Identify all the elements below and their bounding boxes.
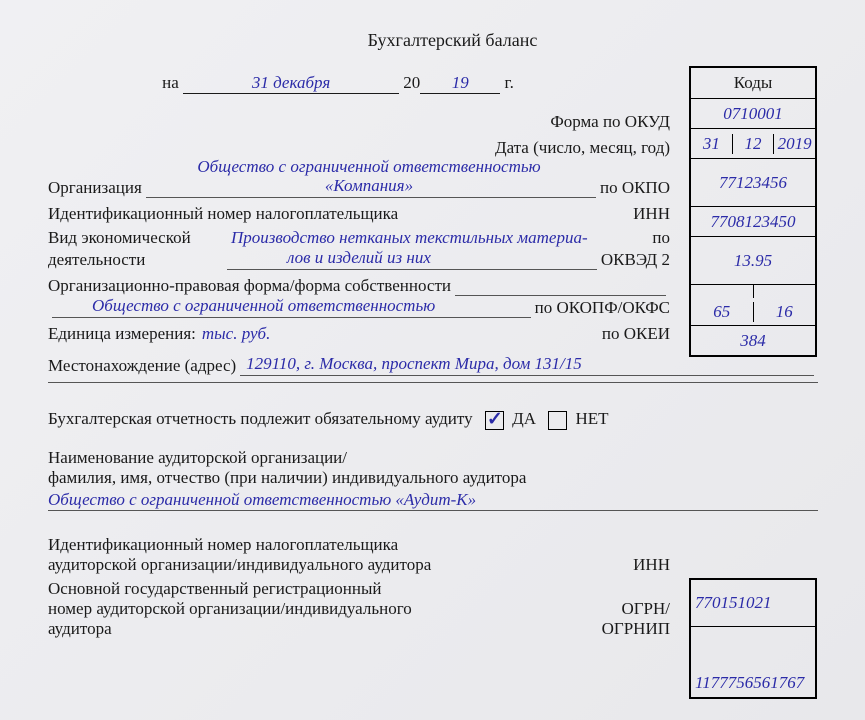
- label-activity2: деятельности: [48, 250, 223, 270]
- auditor-inn-l2: аудиторской организации/индивидуального …: [48, 555, 431, 575]
- row-organization: Общество с ограниченной ответственностью…: [48, 176, 670, 198]
- checkbox-yes[interactable]: [485, 411, 504, 430]
- auditor-inn-l1: Идентификационный номер налогоплательщик…: [48, 535, 670, 555]
- label-legal-form: Организационно-правовая форма/форма собс…: [48, 276, 451, 296]
- label-organization: Организация: [48, 178, 142, 198]
- org-line1: Общество с ограниченной ответственностью: [197, 157, 540, 176]
- label-okei: по ОКЕИ: [602, 324, 670, 344]
- year-after: г.: [505, 73, 514, 92]
- label-address: Местонахождение (адрес): [48, 356, 236, 376]
- label-unit: Единица измерения:: [48, 324, 196, 344]
- unit-value: тыс. руб.: [196, 324, 270, 344]
- org-line2: «Компания»: [325, 176, 413, 195]
- code-date: 31 12 2019: [691, 128, 815, 158]
- date-line: на 31 декабря 2019 г.: [68, 73, 608, 94]
- block-auditor-name: Наименование аудиторской организации/ фа…: [48, 448, 817, 511]
- label-activity1: Вид экономической: [48, 228, 223, 248]
- row-address: Местонахождение (адрес) 129110, г. Москв…: [48, 354, 818, 376]
- row-legal-form-label: Организационно-правовая форма/форма собс…: [48, 274, 670, 296]
- label-no: НЕТ: [575, 409, 608, 428]
- code-okfs: 16: [753, 302, 816, 322]
- year-prefix: 20: [403, 73, 420, 92]
- code-okopf-top: [691, 284, 815, 298]
- code-okpo: 77123456: [691, 158, 815, 206]
- auditor-ogrn-l3: аудитора: [48, 619, 112, 639]
- auditor-codes-box: 770151021 1177756561767: [689, 578, 817, 699]
- label-okud: Форма по ОКУД: [550, 112, 670, 132]
- auditor-ogrn-value: 1177756561767: [691, 626, 815, 697]
- row-okud: Форма по ОКУД: [48, 112, 670, 132]
- codes-header: Коды: [691, 68, 815, 98]
- legal-form-empty-fill: [455, 274, 666, 296]
- org-value-top: Общество с ограниченной ответственностью…: [168, 157, 570, 195]
- row-date-label: Дата (число, месяц, год): [48, 138, 670, 158]
- year-suffix: 19: [420, 73, 500, 94]
- label-inn-short2: ИНН: [633, 555, 670, 575]
- code-okei: 384: [691, 325, 815, 355]
- label-ogrnip: ОГРНИП: [602, 619, 670, 639]
- activity-line2: лов и изделий из них: [227, 248, 597, 270]
- date-prefix: на: [162, 73, 179, 92]
- form-title: Бухгалтерский баланс: [88, 30, 817, 51]
- code-date-year: 2019: [773, 134, 815, 154]
- code-inn: 7708123450: [691, 206, 815, 236]
- codes-box: Коды 0710001 31 12 2019 77123456 7708123…: [689, 66, 817, 357]
- label-po-okved: по: [652, 228, 670, 248]
- label-yes: ДА: [512, 409, 536, 428]
- code-okud: 0710001: [691, 98, 815, 128]
- block-auditor-inn: Идентификационный номер налогоплательщик…: [48, 535, 670, 575]
- label-audit: Бухгалтерская отчетность подлежит обязат…: [48, 409, 473, 428]
- label-okpo: по ОКПО: [600, 178, 670, 198]
- code-date-day: 31: [691, 134, 732, 154]
- address-extra-line: [48, 376, 818, 383]
- code-okopf-okfs: 65 16: [691, 298, 815, 325]
- block-auditor-ogrn: Основной государственный регистрационный…: [48, 579, 670, 639]
- auditor-name-value: Общество с ограниченной ответственностью…: [48, 488, 818, 511]
- auditor-name-l2: фамилия, имя, отчество (при наличии) инд…: [48, 468, 817, 488]
- label-inn-short: ИНН: [633, 204, 670, 224]
- row-activity2: деятельности лов и изделий из них ОКВЭД …: [48, 248, 670, 270]
- date-text: 31 декабря: [183, 73, 399, 94]
- checkbox-no[interactable]: [548, 411, 567, 430]
- code-okved: 13.95: [691, 236, 815, 284]
- row-activity1: Вид экономической Производство нетканых …: [48, 228, 670, 248]
- address-value: 129110, г. Москва, проспект Мира, дом 13…: [240, 354, 814, 376]
- auditor-ogrn-l2: номер аудиторской организации/индивидуал…: [48, 599, 412, 619]
- label-ogrn: ОГРН/: [621, 599, 670, 619]
- row-unit: Единица измерения: тыс. руб. по ОКЕИ: [48, 324, 670, 344]
- form-page: Бухгалтерский баланс Коды 0710001 31 12 …: [0, 0, 865, 720]
- label-okved2: ОКВЭД 2: [601, 250, 670, 270]
- label-date: Дата (число, месяц, год): [495, 138, 670, 158]
- row-legal-form-value: Общество с ограниченной ответственностью…: [48, 296, 670, 318]
- label-inn: Идентификационный номер налогоплательщик…: [48, 204, 398, 224]
- auditor-name-l1: Наименование аудиторской организации/: [48, 448, 817, 468]
- row-audit-check: Бухгалтерская отчетность подлежит обязат…: [48, 409, 817, 430]
- activity-line1: Производство нетканых текстильных матери…: [223, 228, 652, 248]
- auditor-ogrn-l1: Основной государственный регистрационный: [48, 579, 670, 599]
- legal-form-value: Общество с ограниченной ответственностью: [52, 296, 531, 318]
- code-date-month: 12: [732, 134, 774, 154]
- auditor-inn-value: 770151021: [691, 580, 815, 626]
- row-inn: Идентификационный номер налогоплательщик…: [48, 204, 670, 224]
- label-okopf: по ОКОПФ/ОКФС: [535, 298, 670, 318]
- code-okopf: 65: [691, 302, 753, 322]
